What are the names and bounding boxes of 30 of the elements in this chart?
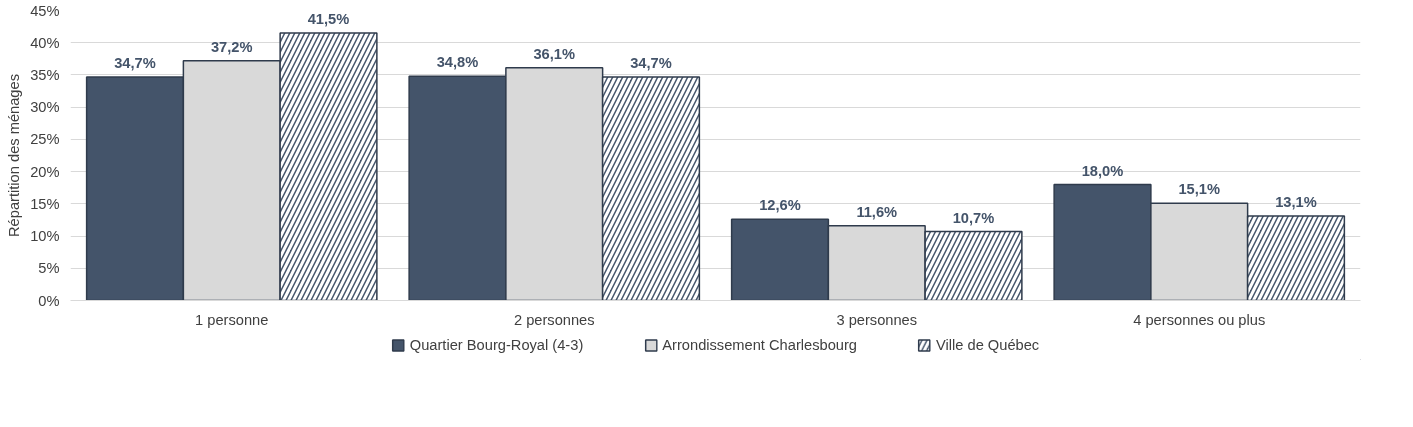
data-label: 34,7%: [114, 54, 156, 71]
y-tick-label: 20%: [30, 163, 60, 180]
data-label: 18,0%: [1081, 162, 1124, 179]
y-tick-label: 5%: [38, 260, 60, 277]
y-tick-label: 15%: [30, 195, 60, 212]
y-tick-label: 0%: [38, 292, 60, 309]
data-label: 34,7%: [630, 54, 672, 71]
data-label: 11,6%: [856, 203, 898, 220]
data-label: 10,7%: [952, 209, 995, 226]
y-axis-title: Répartition des ménages: [6, 74, 23, 237]
legend-label: Quartier Bourg-Royal (4-3): [409, 337, 584, 353]
data-label: 13,1%: [1275, 194, 1317, 211]
data-label: 36,1%: [533, 45, 576, 62]
x-tick-label: 2 personnes: [513, 311, 595, 328]
x-tick-label: 3 personnes: [836, 311, 918, 328]
y-tick-label: 30%: [30, 99, 60, 116]
y-tick-label: 10%: [30, 228, 60, 245]
data-label: 15,1%: [1178, 181, 1221, 198]
data-label: 34,8%: [436, 54, 479, 71]
x-tick-label: 4 personnes ou plus: [1133, 311, 1266, 328]
data-label: 41,5%: [307, 11, 350, 28]
y-tick-label: 25%: [30, 131, 60, 148]
y-tick-label: 35%: [30, 66, 60, 83]
legend-label: Ville de Québec: [935, 337, 1040, 353]
y-tick-label: 45%: [30, 2, 60, 19]
x-tick-label: 1 personne: [195, 311, 269, 328]
y-tick-label: 40%: [30, 34, 60, 51]
data-label: 37,2%: [210, 38, 253, 55]
legend-label: Arrondissement Charlesbourg: [662, 337, 857, 353]
data-label: 12,6%: [759, 197, 801, 214]
